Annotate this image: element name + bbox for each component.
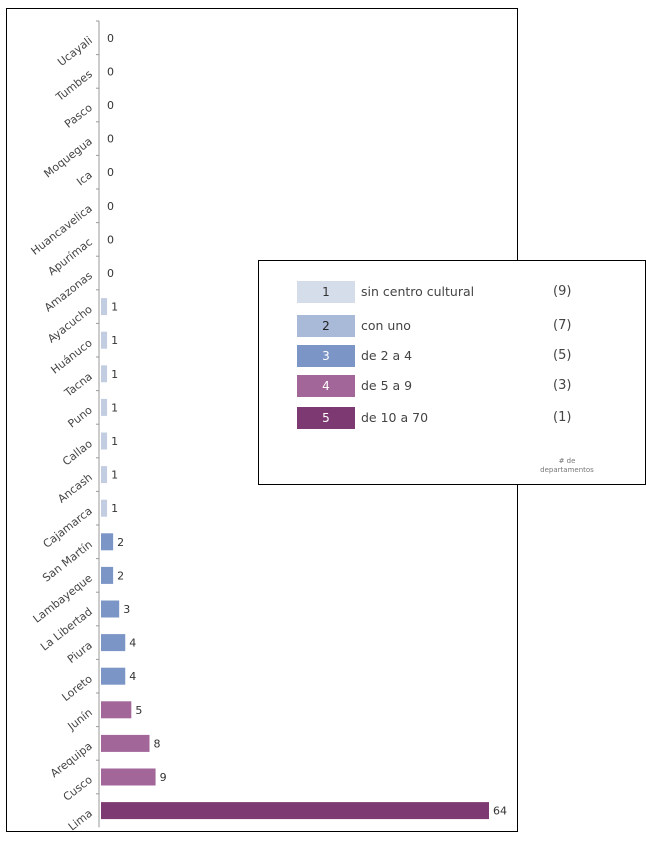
bar <box>101 432 108 450</box>
value-label: 0 <box>107 233 114 246</box>
bar <box>101 768 156 786</box>
legend-label: con uno <box>361 318 411 333</box>
category-label: Loreto <box>59 672 95 704</box>
value-label: 1 <box>111 469 118 482</box>
value-label: 8 <box>154 737 161 750</box>
value-label: 1 <box>111 401 118 414</box>
category-label: Pasco <box>62 101 95 131</box>
legend-note-line: departamentos <box>540 466 594 474</box>
value-label: 0 <box>107 166 114 179</box>
legend-item: 1 sin centro cultural (9) <box>297 281 637 303</box>
category-label: Tumbes <box>53 67 95 104</box>
value-label: 0 <box>107 65 114 78</box>
legend-count: (3) <box>553 378 572 393</box>
bar <box>101 802 489 820</box>
category-label: Puno <box>65 403 95 430</box>
bar <box>101 365 108 383</box>
category-label: Ica <box>74 168 95 188</box>
value-label: 0 <box>107 32 114 45</box>
category-label: Callao <box>60 437 95 468</box>
value-label: 9 <box>160 771 167 784</box>
value-label: 0 <box>107 99 114 112</box>
value-label: 1 <box>111 502 118 515</box>
value-label: 64 <box>493 805 507 818</box>
category-label: Junín <box>65 706 95 734</box>
legend-note: # de departamentos <box>527 457 607 475</box>
bar <box>101 634 126 652</box>
legend-item: 4 de 5 a 9 (3) <box>297 375 637 397</box>
legend-label: de 5 a 9 <box>361 378 413 393</box>
value-label: 0 <box>107 133 114 146</box>
legend-item: 3 de 2 a 4 (5) <box>297 345 637 367</box>
legend-swatch: 5 <box>297 407 355 429</box>
bar <box>101 298 108 316</box>
value-label: 2 <box>117 536 124 549</box>
legend-swatch: 4 <box>297 375 355 397</box>
category-label: Tacna <box>61 370 95 400</box>
bar <box>101 701 132 719</box>
value-label: 0 <box>107 200 114 213</box>
bar <box>101 466 108 484</box>
legend-count: (5) <box>553 348 572 363</box>
legend-item: 2 con uno (7) <box>297 315 637 337</box>
legend-swatch: 1 <box>297 281 355 303</box>
value-label: 4 <box>129 670 136 683</box>
bar <box>101 533 114 551</box>
legend-label: sin centro cultural <box>361 284 475 299</box>
bar <box>101 667 126 685</box>
value-label: 1 <box>111 435 118 448</box>
category-label: Cusco <box>61 773 95 804</box>
legend-note-line: # de <box>558 457 576 465</box>
value-label: 3 <box>123 603 130 616</box>
legend-count: (7) <box>553 318 572 333</box>
legend-count: (9) <box>553 284 572 299</box>
category-label: Lima <box>66 807 95 833</box>
value-label: 1 <box>111 301 118 314</box>
value-label: 1 <box>111 368 118 381</box>
legend-count: (1) <box>553 410 572 425</box>
value-label: 1 <box>111 334 118 347</box>
legend: 1 sin centro cultural (9) 2 con uno (7) … <box>258 260 646 485</box>
legend-swatch: 3 <box>297 345 355 367</box>
bar <box>101 331 108 349</box>
bar <box>101 566 114 584</box>
category-label: Piura <box>65 639 95 666</box>
legend-label: de 2 a 4 <box>361 348 413 363</box>
value-label: 0 <box>107 267 114 280</box>
value-label: 4 <box>129 637 136 650</box>
legend-label: de 10 a 70 <box>361 410 429 425</box>
legend-item: 5 de 10 a 70 (1) <box>297 407 637 429</box>
value-label: 2 <box>117 569 124 582</box>
bar <box>101 398 108 416</box>
category-label: Arequipa <box>48 740 95 781</box>
bar <box>101 499 108 517</box>
legend-swatch: 2 <box>297 315 355 337</box>
bar <box>101 600 120 618</box>
category-label: Ucayali <box>55 34 95 69</box>
bar <box>101 734 150 752</box>
category-label: Ancash <box>55 471 95 506</box>
value-label: 5 <box>135 704 142 717</box>
